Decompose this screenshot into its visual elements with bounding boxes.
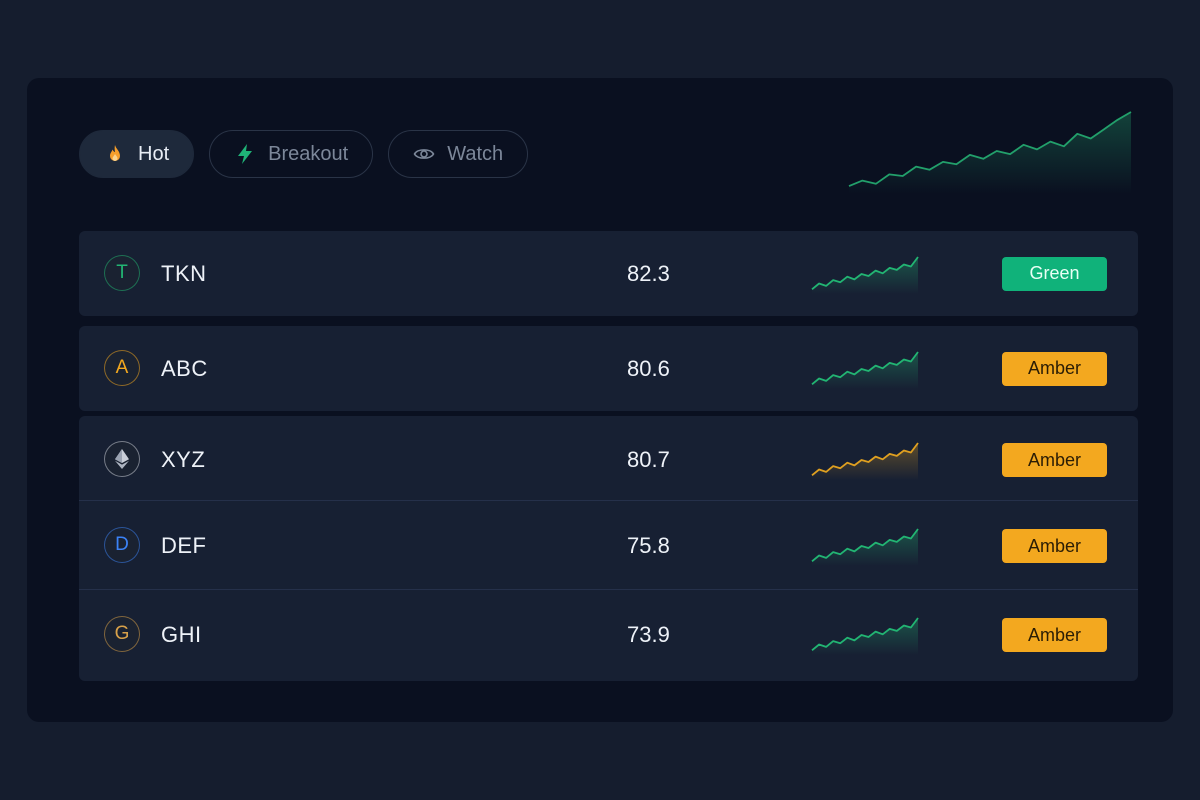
symbol: DEF	[161, 533, 207, 558]
tab-label: Watch	[447, 142, 504, 165]
avatar-letter: G	[114, 623, 130, 644]
symbol: GHI	[161, 622, 202, 647]
status-badge[interactable]: Green	[1002, 256, 1107, 291]
avatar: G	[104, 616, 140, 652]
symbol: ABC	[161, 355, 208, 381]
header-sparkline	[848, 111, 1132, 194]
sparkline-line	[811, 528, 919, 562]
row-group: XYZ 80.7 Amber D DEF 75.8 Amber G GHI 73…	[79, 416, 1138, 681]
symbol: XYZ	[161, 447, 206, 472]
avatar-letter: T	[116, 261, 128, 283]
avatar	[104, 441, 140, 477]
divider	[79, 500, 1138, 501]
sparkline-line	[811, 255, 919, 290]
table-row[interactable]: D DEF 75.8 Amber	[79, 502, 1138, 590]
status-badge[interactable]: Amber	[1002, 618, 1107, 652]
avatar: A	[104, 349, 140, 386]
tab-watch[interactable]: Watch	[388, 130, 529, 178]
sparkline-line	[811, 617, 919, 651]
row-sparkline	[811, 528, 919, 566]
table-row[interactable]: XYZ 80.7 Amber	[79, 416, 1138, 504]
row-sparkline	[811, 350, 919, 389]
symbol: TKN	[161, 260, 207, 286]
tab-breakout[interactable]: Breakout	[209, 130, 374, 178]
watchlist-panel: Hot Breakout Watch T TKN 82.3 G	[27, 78, 1173, 722]
flame-icon	[104, 143, 126, 165]
sparkline-area	[849, 112, 1131, 194]
tab-label: Breakout	[268, 142, 349, 165]
avatar-letter: D	[115, 534, 129, 555]
tab-label: Hot	[138, 142, 170, 165]
score: 73.9	[627, 622, 670, 647]
eye-icon	[413, 143, 435, 165]
avatar: T	[104, 254, 140, 291]
score: 82.3	[627, 260, 670, 286]
table-row[interactable]: T TKN 82.3 Green	[79, 231, 1138, 316]
score: 80.6	[627, 355, 670, 381]
divider	[79, 589, 1138, 590]
lightning-icon	[234, 143, 256, 165]
score: 75.8	[627, 533, 670, 558]
sparkline-line	[848, 111, 1132, 187]
avatar-letter: A	[115, 356, 129, 378]
row-sparkline	[811, 442, 919, 480]
sparkline-line	[811, 350, 919, 385]
filter-tabs: Hot Breakout Watch	[79, 130, 529, 178]
status-badge[interactable]: Amber	[1002, 443, 1107, 477]
status-badge[interactable]: Amber	[1002, 351, 1107, 386]
avatar: D	[104, 527, 140, 563]
status-badge[interactable]: Amber	[1002, 529, 1107, 563]
sparkline-line	[811, 442, 919, 476]
table-row[interactable]: G GHI 73.9 Amber	[79, 591, 1138, 679]
row-sparkline	[811, 255, 919, 294]
table-row[interactable]: A ABC 80.6 Amber	[79, 326, 1138, 411]
ethereum-icon	[115, 449, 129, 469]
row-sparkline	[811, 617, 919, 655]
score: 80.7	[627, 447, 670, 472]
tab-hot[interactable]: Hot	[79, 130, 195, 178]
